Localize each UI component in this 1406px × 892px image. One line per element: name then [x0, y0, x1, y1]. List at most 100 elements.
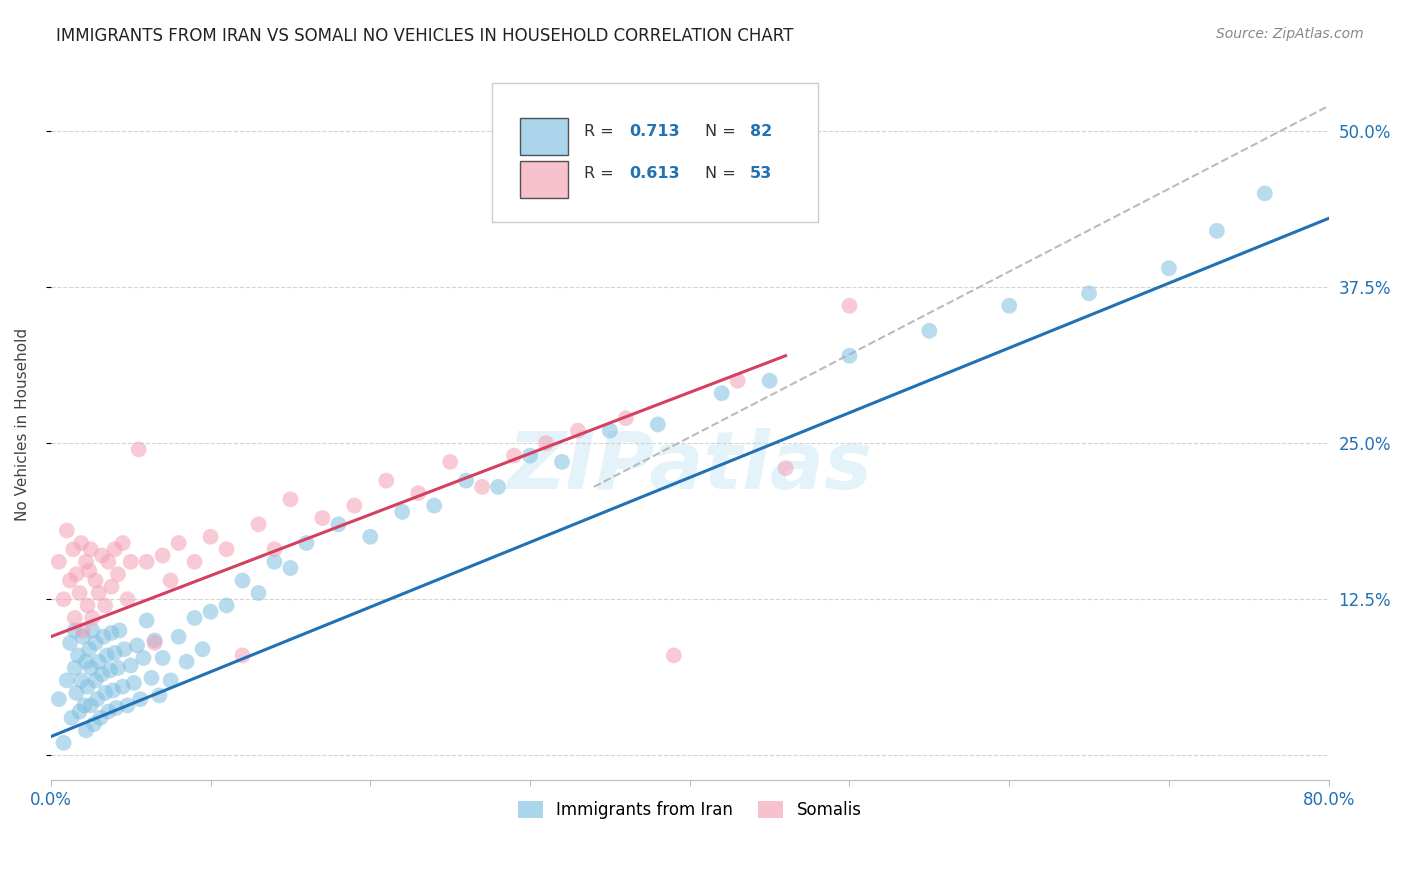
Text: 0.713: 0.713: [630, 124, 681, 138]
Point: [62, 542, 84, 557]
Point: [263, 555, 285, 569]
Point: [128, 442, 150, 457]
Point: [167, 536, 190, 550]
Point: [97, 555, 120, 569]
Point: [56, 673, 79, 688]
Point: [117, 592, 139, 607]
Point: [70, 536, 93, 550]
Point: [918, 324, 941, 338]
Point: [86, 692, 108, 706]
Point: [135, 614, 157, 628]
Point: [406, 486, 429, 500]
Text: R =: R =: [583, 124, 619, 138]
Text: ZIPatlas: ZIPatlas: [508, 428, 872, 506]
Point: [94, 599, 117, 613]
Point: [72, 624, 94, 638]
Point: [111, 536, 134, 550]
Point: [375, 474, 398, 488]
Point: [231, 574, 253, 588]
Point: [80, 661, 103, 675]
Legend: Immigrants from Iran, Somalis: Immigrants from Iran, Somalis: [512, 794, 868, 825]
Point: [73, 698, 96, 713]
Point: [127, 639, 149, 653]
Point: [100, 626, 122, 640]
Point: [200, 605, 222, 619]
Point: [76, 599, 98, 613]
Text: Source: ZipAtlas.com: Source: ZipAtlas.com: [1216, 27, 1364, 41]
Point: [775, 461, 797, 475]
Point: [423, 499, 446, 513]
Point: [132, 651, 155, 665]
Point: [200, 530, 222, 544]
Point: [98, 664, 121, 678]
Point: [107, 661, 129, 675]
Point: [263, 542, 285, 557]
Point: [183, 555, 205, 569]
Point: [311, 511, 333, 525]
Text: N =: N =: [704, 124, 741, 138]
Point: [1157, 261, 1180, 276]
Point: [152, 651, 174, 665]
Point: [117, 698, 139, 713]
Point: [82, 611, 104, 625]
Point: [280, 492, 302, 507]
Text: IMMIGRANTS FROM IRAN VS SOMALI NO VEHICLES IN HOUSEHOLD CORRELATION CHART: IMMIGRANTS FROM IRAN VS SOMALI NO VEHICL…: [56, 27, 793, 45]
Point: [599, 424, 621, 438]
Point: [159, 574, 181, 588]
Text: 82: 82: [749, 124, 772, 138]
Point: [56, 524, 79, 538]
Point: [456, 474, 478, 488]
FancyBboxPatch shape: [520, 119, 568, 155]
Point: [280, 561, 302, 575]
Point: [52, 592, 75, 607]
Point: [83, 717, 105, 731]
Point: [710, 386, 733, 401]
Text: 0.613: 0.613: [630, 167, 681, 181]
Point: [82, 624, 104, 638]
Point: [59, 636, 82, 650]
Point: [87, 655, 110, 669]
Point: [391, 505, 413, 519]
Point: [104, 542, 127, 557]
FancyBboxPatch shape: [492, 83, 817, 221]
Point: [89, 711, 111, 725]
Point: [167, 630, 190, 644]
Y-axis label: No Vehicles in Household: No Vehicles in Household: [15, 328, 30, 521]
Point: [84, 636, 107, 650]
Point: [215, 542, 238, 557]
Point: [247, 517, 270, 532]
Point: [838, 349, 860, 363]
Point: [65, 567, 87, 582]
Point: [77, 642, 100, 657]
Point: [48, 692, 70, 706]
Point: [80, 698, 103, 713]
Point: [87, 586, 110, 600]
Point: [72, 630, 94, 644]
Point: [120, 555, 142, 569]
Point: [97, 705, 120, 719]
Point: [63, 661, 86, 675]
Point: [112, 642, 135, 657]
Point: [838, 299, 860, 313]
Point: [143, 633, 166, 648]
Point: [231, 648, 253, 663]
Point: [519, 449, 541, 463]
Point: [77, 564, 100, 578]
Point: [129, 692, 152, 706]
Point: [471, 480, 494, 494]
Point: [101, 683, 124, 698]
Point: [122, 676, 145, 690]
Point: [52, 736, 75, 750]
Point: [96, 648, 118, 663]
Point: [486, 480, 509, 494]
Point: [551, 455, 574, 469]
Point: [69, 586, 91, 600]
Point: [48, 555, 70, 569]
Point: [647, 417, 669, 432]
Point: [111, 680, 134, 694]
Point: [105, 701, 128, 715]
Text: 53: 53: [749, 167, 772, 181]
Point: [343, 499, 366, 513]
Point: [94, 686, 117, 700]
Point: [76, 680, 98, 694]
